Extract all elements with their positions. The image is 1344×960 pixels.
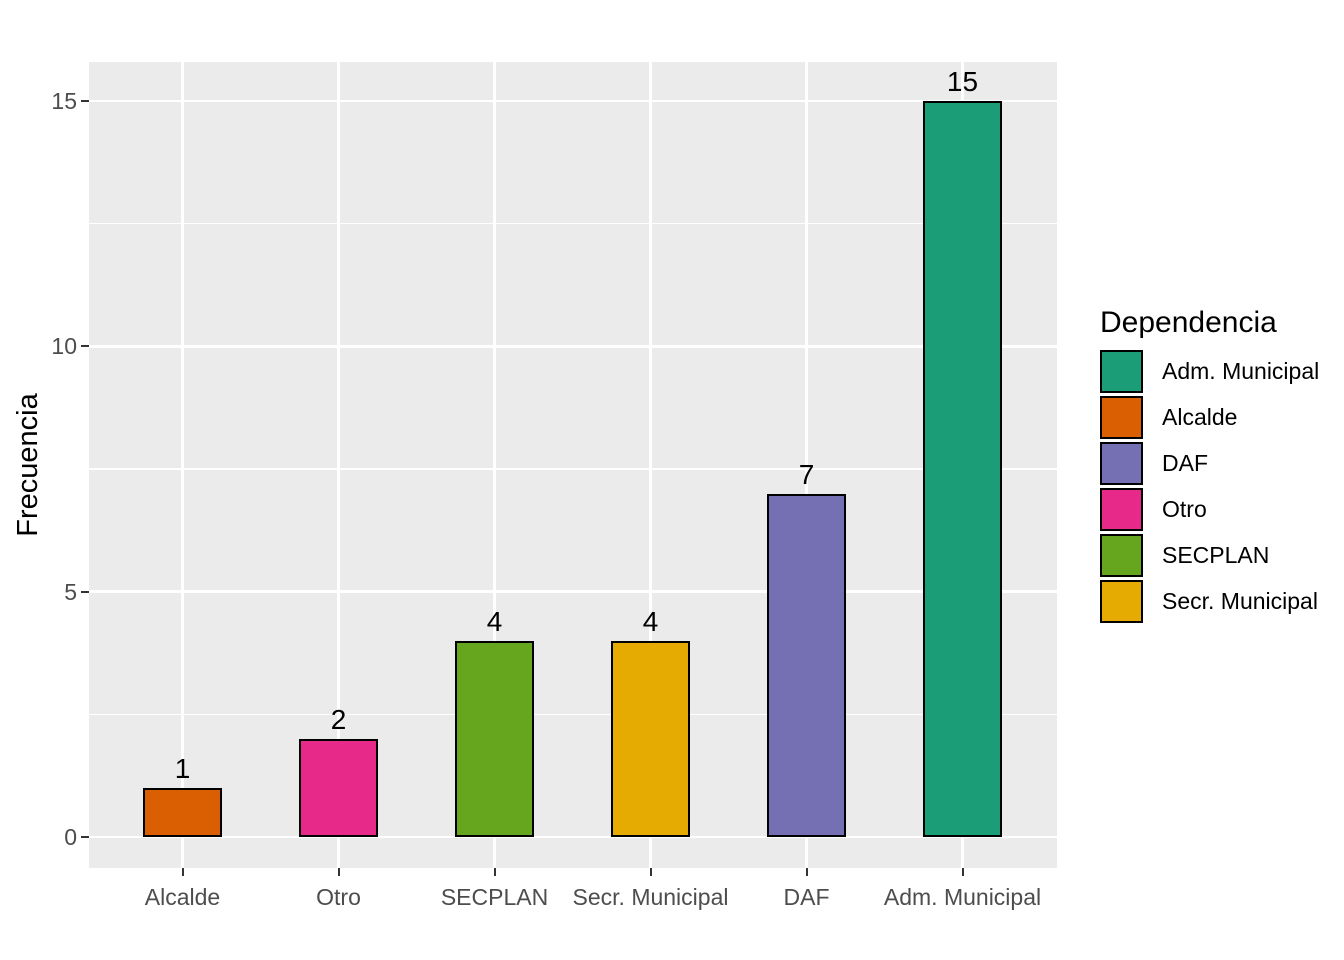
bar-DAF (767, 493, 846, 837)
legend-key-swatch (1100, 442, 1143, 485)
legend-key-swatch (1100, 488, 1143, 531)
legend-item-label: Alcalde (1162, 404, 1238, 430)
legend: Dependencia Adm. Municipal Alcalde DAF Otro… (1100, 307, 1319, 626)
x-tick-mark (337, 868, 340, 876)
x-tick-label: Adm. Municipal (883, 884, 1042, 910)
plot-panel: 1 2 4 4 7 15 (89, 62, 1057, 868)
bar-value-label: 4 (486, 605, 503, 637)
legend-item: Secr. Municipal (1100, 580, 1319, 623)
x-tick-label: Alcalde (144, 884, 221, 910)
legend-entries: Adm. Municipal Alcalde DAF Otro SECPLAN Secr.… (1100, 350, 1319, 623)
legend-item-label: Adm. Municipal (1162, 358, 1320, 384)
x-tick-mark (805, 868, 808, 876)
y-tick-mark (81, 836, 89, 838)
x-tick-label: DAF (783, 884, 830, 910)
legend-item: Otro (1100, 488, 1319, 531)
bar-value-label: 7 (798, 458, 815, 490)
legend-item: DAF (1100, 442, 1319, 485)
legend-key-swatch (1100, 580, 1143, 623)
legend-item: Adm. Municipal (1100, 350, 1319, 393)
x-tick-mark (961, 868, 964, 876)
bar-SECPLAN (455, 640, 534, 837)
x-tick-label: Otro (316, 884, 361, 910)
major-gridline (89, 590, 1057, 593)
x-tick-mark (649, 868, 652, 876)
bar-value-label: 4 (642, 605, 659, 637)
y-tick-mark (81, 345, 89, 348)
bar-Otro (299, 738, 378, 837)
x-tick-label: Secr. Municipal (572, 884, 729, 910)
y-tick-label: 15 (51, 87, 77, 114)
bar-value-label: 2 (330, 703, 347, 735)
legend-item-label: Otro (1162, 496, 1207, 522)
bar-value-label: 1 (174, 752, 191, 784)
legend-item: SECPLAN (1100, 534, 1319, 577)
minor-gridline (89, 468, 1057, 470)
y-tick-label: 10 (51, 333, 77, 360)
y-tick-mark (81, 99, 89, 102)
bar-Alcalde (143, 787, 222, 837)
x-tick-mark (493, 868, 496, 876)
legend-key-swatch (1100, 534, 1143, 577)
vertical-gridline (805, 62, 808, 868)
bar-Adm. Municipal (923, 100, 1002, 837)
bar-value-label: 15 (946, 65, 979, 97)
major-gridline (89, 835, 1057, 839)
legend-item-label: DAF (1162, 450, 1208, 476)
y-tick-label: 0 (64, 824, 77, 850)
vertical-gridline (181, 62, 184, 868)
vertical-gridline (649, 62, 652, 868)
x-tick-mark (181, 868, 184, 876)
legend-title: Dependencia (1100, 306, 1277, 339)
y-tick-mark (81, 590, 89, 593)
legend-item-label: Secr. Municipal (1162, 588, 1318, 614)
vertical-gridline (337, 62, 340, 868)
major-gridline (89, 99, 1057, 103)
minor-gridline (89, 223, 1057, 225)
legend-key-swatch (1100, 396, 1143, 439)
legend-item-label: SECPLAN (1162, 542, 1270, 568)
major-gridline (89, 345, 1057, 348)
x-tick-label: SECPLAN (440, 884, 549, 910)
y-tick-label: 5 (64, 578, 77, 605)
legend-item: Alcalde (1100, 396, 1319, 439)
vertical-gridline (493, 62, 496, 868)
bar-Secr. Municipal (611, 640, 690, 837)
minor-gridline (89, 713, 1057, 715)
legend-key-swatch (1100, 350, 1143, 393)
